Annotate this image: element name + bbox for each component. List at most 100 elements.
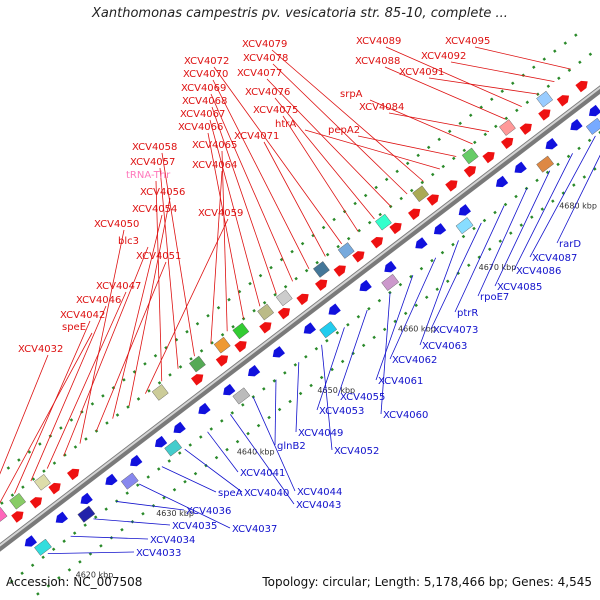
reverse-gene-label[interactable]: XCV4036	[186, 506, 231, 517]
forward-gene-arrow[interactable]	[11, 508, 26, 523]
reverse-gene-arrow[interactable]	[382, 260, 397, 275]
reverse-gene-arrow[interactable]	[431, 223, 447, 237]
forward-gene-arrow[interactable]	[556, 92, 572, 107]
forward-gene-box[interactable]	[257, 303, 275, 321]
reverse-gene-arrow[interactable]	[171, 421, 186, 436]
forward-gene-label[interactable]: htrA	[275, 119, 296, 130]
forward-gene-label[interactable]: XCV4072	[184, 56, 229, 67]
forward-gene-arrow[interactable]	[191, 371, 206, 386]
forward-gene-label[interactable]: XCV4066	[178, 122, 223, 133]
reverse-gene-arrow[interactable]	[220, 383, 236, 398]
forward-gene-box[interactable]	[375, 213, 392, 231]
reverse-gene-arrow[interactable]	[270, 346, 285, 360]
reverse-gene-label[interactable]: rpoE7	[480, 292, 509, 303]
forward-gene-arrow[interactable]	[389, 220, 404, 235]
reverse-gene-arrow[interactable]	[326, 303, 341, 317]
forward-gene-label[interactable]: XCV4077	[237, 68, 282, 79]
reverse-gene-arrow[interactable]	[586, 104, 600, 119]
forward-gene-label[interactable]: XCV4078	[243, 53, 288, 64]
reverse-gene-arrow[interactable]	[568, 119, 583, 133]
forward-gene-box[interactable]	[9, 492, 27, 510]
forward-gene-arrow[interactable]	[408, 206, 423, 220]
reverse-gene-arrow[interactable]	[245, 364, 261, 379]
forward-gene-label[interactable]: XCV4069	[181, 83, 226, 94]
forward-gene-arrow[interactable]	[370, 234, 386, 249]
reverse-gene-label[interactable]: XCV4037	[232, 524, 277, 535]
reverse-gene-box[interactable]	[319, 321, 338, 339]
reverse-gene-box[interactable]	[34, 538, 52, 556]
reverse-gene-label[interactable]: XCV4049	[298, 428, 343, 439]
forward-gene-arrow[interactable]	[259, 319, 274, 334]
forward-gene-label[interactable]: XCV4046	[76, 295, 121, 306]
forward-gene-arrow[interactable]	[352, 248, 367, 263]
forward-gene-label[interactable]: speE	[62, 322, 86, 333]
forward-gene-arrow[interactable]	[277, 305, 293, 320]
reverse-gene-arrow[interactable]	[413, 237, 428, 251]
forward-gene-box[interactable]	[275, 289, 293, 307]
forward-gene-box[interactable]	[412, 185, 430, 203]
forward-gene-label[interactable]: XCV4047	[96, 281, 141, 292]
forward-gene-arrow[interactable]	[463, 163, 479, 178]
reverse-gene-arrow[interactable]	[456, 204, 471, 218]
reverse-gene-box[interactable]	[536, 155, 555, 173]
reverse-gene-label[interactable]: XCV4086	[516, 266, 561, 277]
forward-gene-arrow[interactable]	[48, 480, 63, 495]
reverse-gene-arrow[interactable]	[78, 492, 93, 507]
forward-gene-arrow[interactable]	[234, 338, 249, 353]
reverse-gene-label[interactable]: XCV4041	[240, 468, 285, 479]
forward-gene-box[interactable]	[313, 261, 330, 278]
reverse-gene-box[interactable]	[164, 439, 183, 457]
reverse-gene-arrow[interactable]	[103, 473, 118, 488]
reverse-gene-label[interactable]: XCV4085	[497, 282, 542, 293]
reverse-gene-label[interactable]: XCV4060	[383, 410, 428, 421]
forward-gene-box[interactable]	[499, 119, 516, 136]
forward-gene-label[interactable]: XCV4054	[132, 204, 177, 215]
forward-gene-label[interactable]: XCV4057	[130, 157, 175, 168]
reverse-gene-arrow[interactable]	[53, 511, 68, 526]
reverse-gene-box[interactable]	[77, 505, 96, 523]
forward-gene-label[interactable]: XCV4042	[60, 310, 105, 321]
reverse-gene-label[interactable]: rarD	[559, 239, 581, 250]
reverse-gene-label[interactable]: XCV4033	[136, 548, 181, 559]
forward-gene-box[interactable]	[189, 355, 206, 373]
forward-gene-label[interactable]: XCV4084	[359, 102, 404, 113]
forward-gene-label[interactable]: tRNA-Thr	[126, 170, 171, 181]
reverse-gene-label[interactable]: XCV4055	[340, 392, 385, 403]
reverse-gene-box[interactable]	[585, 117, 600, 135]
forward-gene-label[interactable]: XCV4032	[18, 344, 63, 355]
forward-gene-arrow[interactable]	[426, 191, 442, 206]
forward-gene-box[interactable]	[461, 147, 479, 165]
reverse-gene-arrow[interactable]	[196, 402, 211, 417]
forward-gene-arrow[interactable]	[445, 177, 460, 192]
forward-gene-box[interactable]	[34, 474, 51, 491]
reverse-gene-box[interactable]	[455, 217, 474, 235]
forward-gene-arrow[interactable]	[519, 120, 535, 135]
reverse-gene-label[interactable]: glnB2	[277, 441, 306, 452]
forward-gene-label[interactable]: XCV4075	[253, 105, 298, 116]
forward-gene-arrow[interactable]	[575, 78, 590, 93]
reverse-gene-label[interactable]: XCV4043	[296, 500, 341, 511]
forward-gene-label[interactable]: XCV4064	[192, 160, 237, 171]
forward-gene-box[interactable]	[213, 336, 231, 354]
forward-gene-box[interactable]	[337, 242, 355, 259]
reverse-gene-box[interactable]	[381, 273, 400, 291]
reverse-gene-label[interactable]: XCV4063	[422, 341, 467, 352]
reverse-gene-label[interactable]: XCV4053	[319, 406, 364, 417]
forward-gene-box[interactable]	[0, 507, 8, 524]
reverse-gene-label[interactable]: XCV4073	[433, 325, 478, 336]
forward-gene-arrow[interactable]	[67, 466, 82, 481]
reverse-gene-arrow[interactable]	[493, 175, 509, 190]
forward-gene-label[interactable]: XCV4056	[140, 187, 185, 198]
forward-gene-label[interactable]: XCV4076	[245, 87, 290, 98]
forward-gene-label[interactable]: XCV4091	[399, 67, 444, 78]
forward-gene-arrow[interactable]	[501, 135, 516, 150]
reverse-gene-arrow[interactable]	[543, 137, 558, 152]
forward-gene-arrow[interactable]	[29, 494, 45, 509]
reverse-gene-arrow[interactable]	[512, 161, 527, 176]
reverse-gene-arrow[interactable]	[301, 322, 316, 336]
forward-gene-label[interactable]: XCV4089	[356, 36, 401, 47]
forward-gene-label[interactable]: XCV4059	[198, 208, 243, 219]
reverse-gene-arrow[interactable]	[357, 279, 372, 294]
forward-gene-arrow[interactable]	[482, 149, 497, 164]
